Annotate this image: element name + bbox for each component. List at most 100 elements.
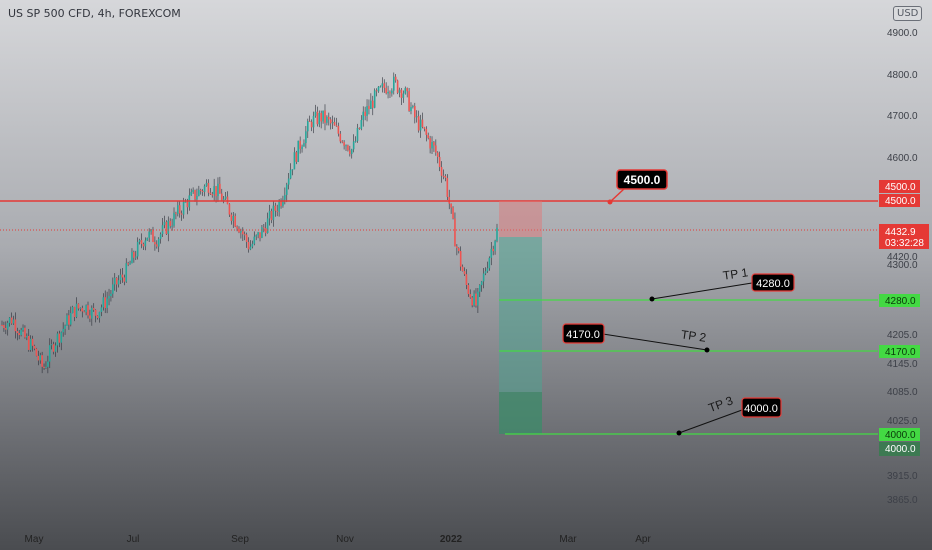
candle-body [347,145,349,151]
candle-body [102,297,105,308]
reward-zone[interactable] [499,237,542,434]
candle-body [308,120,311,122]
candle-body [123,277,126,282]
candle-body [222,198,225,202]
tp2-label: TP 2 [680,327,707,344]
candle-body [31,338,34,346]
candle-body [70,313,72,325]
candle-body [433,142,435,146]
candle-body [89,315,91,319]
candle-body [473,293,475,306]
candle-body [329,119,332,124]
candle-body [408,91,410,112]
candle-body [469,294,472,298]
candle-body [175,212,177,214]
candle-body [242,231,244,235]
tp3-label: TP 3 [706,393,735,415]
candle-body [261,227,263,238]
candle-body [406,88,408,92]
candle-body [180,213,183,215]
y-tick-label: 4800.0 [887,70,918,81]
candle-body [217,183,219,197]
candle-body [196,195,198,200]
candle-body [165,221,168,234]
candle-body [26,335,28,338]
candle-body [20,330,22,336]
y-axis: 4900.0 4800.0 4700.0 4600.0 4500.0 4420.04300… [887,28,918,506]
candle-body [392,76,395,91]
candle-body [436,152,439,157]
candle-body [182,201,185,215]
svg-text:4432.9: 4432.9 [885,227,916,238]
candle-body [371,100,374,108]
note-4280-text: 4280.0 [756,278,790,290]
candle-body [328,116,330,120]
candle-body [318,112,321,125]
candle-body [354,140,357,142]
candle-body [198,189,200,196]
candle-body [322,110,324,122]
currency-button[interactable]: USD [893,6,923,21]
x-tick-label: 2022 [440,534,463,545]
candle-body [146,237,149,241]
candle-body [394,76,397,81]
candle-body [285,184,288,195]
candle-body [79,307,82,309]
candle-body [157,238,160,247]
candle-body [215,186,217,197]
candle-body [52,344,55,352]
candle-body [238,228,240,233]
candle-body [431,142,433,149]
note-4170[interactable] [562,323,605,344]
candle-body [110,293,112,297]
candle-body [316,111,319,125]
candle-body [5,328,7,330]
y-tick-label: 4085.0 [887,387,918,398]
candle-body [138,240,141,242]
x-tick-label: Jul [127,534,140,545]
candle-body [490,248,493,258]
candles [1,72,498,374]
candle-body [375,90,378,92]
candle-body [224,196,227,199]
candle-body [396,80,399,93]
candle-body [360,120,363,129]
candle-body [278,201,280,212]
candle-body [56,333,59,346]
candle-body [85,305,87,313]
x-tick-label: Nov [336,534,354,545]
candle-body [289,169,292,179]
candle-body [268,210,271,219]
candle-body [488,257,491,269]
candle-body [366,106,368,116]
candle-body [43,366,45,368]
y-tick-label: 4205.0 [887,330,918,341]
candle-body [219,183,221,194]
note-4280[interactable] [751,273,795,292]
candle-body [264,228,267,234]
candle-body [29,338,32,350]
svg-text:03:32:28: 03:32:28 [885,238,924,249]
note-4500[interactable] [616,169,668,190]
candle-body [192,190,194,192]
candle-body [75,303,78,318]
candle-body [370,100,372,109]
candle-body [345,145,347,147]
candle-body [207,182,210,193]
reward-zone-lower [499,392,542,434]
candle-body [444,176,447,178]
candle-body [257,232,259,236]
note-4000[interactable] [741,397,782,418]
note-4000-text: 4000.0 [744,403,778,415]
risk-zone[interactable] [499,201,542,237]
y-tick-label: 4420.0 [887,252,918,263]
candle-body [486,268,489,272]
candle-body [266,218,269,234]
candle-body [435,145,437,153]
candle-body [127,263,129,265]
candle-body [96,315,99,319]
candle-body [259,232,261,238]
candle-body [314,111,317,116]
candle-body [27,335,30,350]
